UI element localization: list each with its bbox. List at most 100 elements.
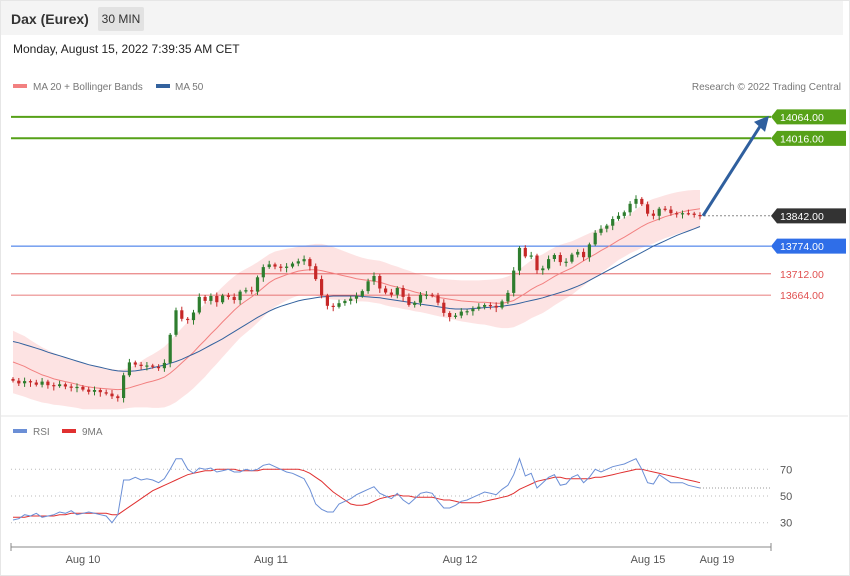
candle-body xyxy=(343,300,347,304)
projection-arrow-head xyxy=(754,115,769,132)
candle xyxy=(46,379,50,389)
candle xyxy=(465,309,469,316)
candle-body xyxy=(279,266,283,268)
candle xyxy=(81,385,85,392)
candle xyxy=(174,307,178,337)
candle-body xyxy=(127,362,131,376)
candle-body xyxy=(308,259,312,267)
level-tag-resistance: 14016.00 xyxy=(771,130,846,146)
candle xyxy=(133,360,137,368)
candle-body xyxy=(459,311,463,316)
candle-body xyxy=(17,380,21,384)
candle-body xyxy=(104,392,108,394)
candle-body xyxy=(558,255,562,263)
candle-body xyxy=(314,266,318,280)
candle-body xyxy=(197,296,201,313)
candle xyxy=(692,211,696,218)
ma50-legend-label: MA 50 xyxy=(175,82,204,93)
rsi-ma-legend-swatch xyxy=(62,429,76,433)
projection-arrow-shaft xyxy=(701,123,763,217)
candle-body xyxy=(186,318,190,321)
candle-body xyxy=(430,294,434,296)
candle xyxy=(593,230,597,247)
candle-body xyxy=(675,213,679,215)
candle-body xyxy=(52,385,56,387)
level-label: 13664.00 xyxy=(780,290,824,302)
candle xyxy=(675,211,679,218)
candle xyxy=(494,302,498,313)
candle-body xyxy=(273,264,277,267)
candle xyxy=(552,253,556,262)
candle xyxy=(547,255,551,271)
candle xyxy=(209,293,213,305)
candle xyxy=(453,313,458,319)
candle-body xyxy=(477,306,481,309)
candle xyxy=(477,303,481,311)
candle xyxy=(523,245,527,259)
ma20-legend-swatch xyxy=(13,84,27,88)
rsi-tick-label: 50 xyxy=(780,491,792,503)
candle-body xyxy=(98,390,102,393)
candle-body xyxy=(628,203,632,213)
candle xyxy=(296,258,300,267)
x-tick-label: Aug 12 xyxy=(443,554,478,566)
candle xyxy=(570,252,574,264)
ma50-legend-swatch xyxy=(156,84,170,88)
x-tick-labels: Aug 10 Aug 11 Aug 12 Aug 15 Aug 19 xyxy=(66,554,735,566)
candle-body xyxy=(680,213,685,215)
candle xyxy=(424,291,428,300)
candle xyxy=(512,267,516,297)
candle-body xyxy=(156,366,161,369)
ma20-line xyxy=(12,208,701,391)
candle xyxy=(127,358,131,378)
candle xyxy=(122,372,126,403)
candle xyxy=(290,261,295,269)
candle xyxy=(28,379,33,387)
candle xyxy=(669,206,673,216)
candle xyxy=(40,378,44,388)
candle-body xyxy=(570,254,574,262)
candle xyxy=(162,359,166,372)
candle-body xyxy=(325,295,329,306)
candle-body xyxy=(34,382,38,385)
candle xyxy=(442,299,446,317)
candle xyxy=(87,386,91,395)
candle xyxy=(517,246,522,276)
candle-body xyxy=(512,270,516,293)
candle xyxy=(325,293,329,310)
candle-body xyxy=(87,389,91,392)
candle xyxy=(302,255,306,265)
rsi-line xyxy=(12,457,701,524)
timeframe-badge[interactable]: 30 MIN xyxy=(98,7,144,31)
rsi-legend-swatch xyxy=(13,429,27,433)
candle xyxy=(599,225,603,236)
candle-body xyxy=(564,261,568,263)
x-tick-label: Aug 19 xyxy=(700,554,735,566)
candle-body xyxy=(646,204,650,214)
level-tag-support_blue: 13774.00 xyxy=(771,238,846,254)
candle xyxy=(663,206,667,212)
copyright-label: Research © 2022 Trading Central xyxy=(692,82,841,93)
candle-body xyxy=(180,310,184,319)
candle-body xyxy=(360,291,364,296)
level-tag-shape xyxy=(771,208,846,224)
level-label: 13774.00 xyxy=(780,241,824,253)
candle xyxy=(611,216,615,231)
candle-body xyxy=(599,228,603,233)
candle xyxy=(401,285,405,302)
candle-body xyxy=(226,295,230,297)
candle xyxy=(483,303,487,310)
candle-body xyxy=(122,375,126,398)
rsi-tick-label: 30 xyxy=(780,518,792,530)
candle-body xyxy=(657,208,661,216)
candle-body xyxy=(354,296,359,299)
rsi-panel: 70 50 30 xyxy=(11,457,792,530)
rsi-tick-label: 70 xyxy=(780,464,792,476)
candle xyxy=(116,394,120,402)
candle-body xyxy=(255,277,260,292)
level-tag-current: 13842.00 xyxy=(771,208,846,224)
candle xyxy=(372,272,376,285)
candle xyxy=(104,389,108,396)
candle xyxy=(34,379,38,387)
